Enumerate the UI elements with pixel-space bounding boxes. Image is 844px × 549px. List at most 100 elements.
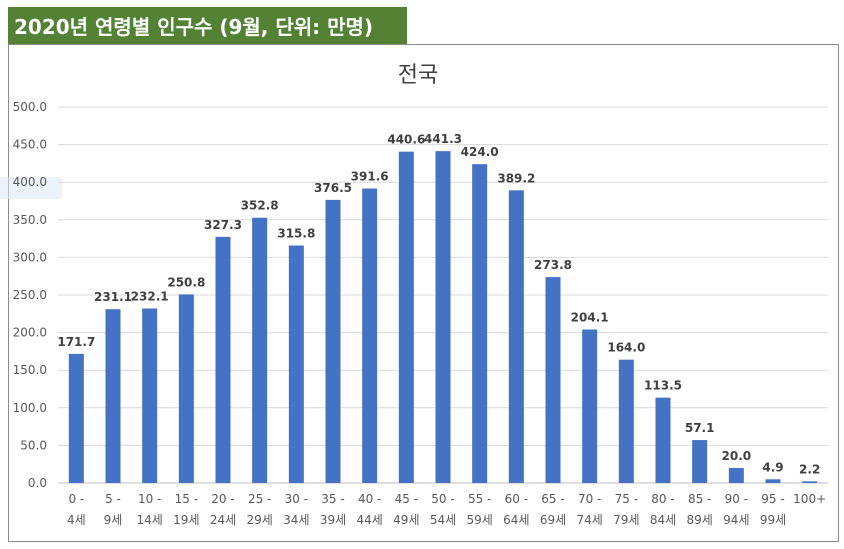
x-tick-label: 55 - xyxy=(468,492,491,506)
page-title: 2020년 연령별 인구수 (9월, 단위: 만명) xyxy=(14,15,374,39)
y-tick-label: 50.0 xyxy=(20,438,47,452)
x-tick-label: 10 - xyxy=(138,492,161,506)
bar[interactable] xyxy=(728,467,744,483)
bar[interactable] xyxy=(765,479,781,483)
bar[interactable] xyxy=(142,308,158,483)
x-tick-label: 60 - xyxy=(505,492,528,506)
x-tick-label: 4세 xyxy=(67,513,86,527)
x-tick-label: 45 - xyxy=(395,492,418,506)
data-label: 232.1 xyxy=(131,289,169,303)
y-tick-label: 450.0 xyxy=(13,138,47,152)
y-tick-label: 350.0 xyxy=(13,213,47,227)
data-label: 376.5 xyxy=(314,181,352,195)
data-label: 327.3 xyxy=(204,218,242,232)
x-tick-label: 79세 xyxy=(613,513,639,527)
x-tick-label: 94세 xyxy=(723,513,749,527)
data-label: 424.0 xyxy=(461,145,499,159)
y-tick-label: 150.0 xyxy=(13,363,47,377)
bar[interactable] xyxy=(362,188,378,484)
bar[interactable] xyxy=(252,217,268,483)
y-tick-label: 250.0 xyxy=(13,288,47,302)
page-header: 2020년 연령별 인구수 (9월, 단위: 만명) xyxy=(8,7,407,44)
data-label: 113.5 xyxy=(644,379,682,393)
bar[interactable] xyxy=(325,199,341,483)
y-tick-label: 0.0 xyxy=(28,476,47,490)
data-label: 315.8 xyxy=(277,227,315,241)
data-label: 204.1 xyxy=(571,311,609,325)
x-tick-label: 0 - xyxy=(68,492,84,506)
data-label: 250.8 xyxy=(167,275,205,289)
data-label: 352.8 xyxy=(241,199,279,213)
bar[interactable] xyxy=(215,236,231,483)
bar[interactable] xyxy=(435,151,451,483)
selection-highlight xyxy=(0,177,62,199)
bar[interactable] xyxy=(655,397,671,483)
bar[interactable] xyxy=(508,190,524,483)
y-tick-label: 500.0 xyxy=(13,100,47,114)
x-tick-label: 59세 xyxy=(467,513,493,527)
data-label: 164.0 xyxy=(607,341,645,355)
x-tick-label: 64세 xyxy=(503,513,529,527)
data-label: 389.2 xyxy=(497,171,535,185)
x-tick-label: 34세 xyxy=(283,513,309,527)
x-tick-label: 80 - xyxy=(651,492,674,506)
y-tick-label: 400.0 xyxy=(13,175,47,189)
bars xyxy=(68,151,818,484)
x-tick-label: 89세 xyxy=(687,513,713,527)
bar[interactable] xyxy=(398,151,414,483)
x-tick-label: 49세 xyxy=(393,513,419,527)
x-tick-label: 100+ xyxy=(793,492,826,506)
x-tick-label: 50 - xyxy=(431,492,454,506)
x-tick-label: 65 - xyxy=(541,492,564,506)
x-tick-label: 20 - xyxy=(211,492,234,506)
x-tick-label: 69세 xyxy=(540,513,566,527)
x-tick-label: 25 - xyxy=(248,492,271,506)
bar[interactable] xyxy=(68,353,84,483)
x-tick-label: 95 - xyxy=(761,492,784,506)
x-tick-label: 40 - xyxy=(358,492,381,506)
x-tick-label: 24세 xyxy=(210,513,236,527)
data-label: 441.3 xyxy=(424,132,462,146)
x-tick-label: 90 - xyxy=(725,492,748,506)
x-tick-label: 74세 xyxy=(577,513,603,527)
bar[interactable] xyxy=(582,329,598,483)
y-tick-label: 100.0 xyxy=(13,401,47,415)
x-tick-label: 54세 xyxy=(430,513,456,527)
x-tick-label: 99세 xyxy=(760,513,786,527)
x-tick-label: 35 - xyxy=(321,492,344,506)
data-label: 273.8 xyxy=(534,258,572,272)
bar[interactable] xyxy=(105,309,121,483)
x-tick-label: 85 - xyxy=(688,492,711,506)
bar[interactable] xyxy=(545,277,561,483)
data-label: 57.1 xyxy=(685,421,715,435)
y-tick-label: 300.0 xyxy=(13,250,47,264)
x-tick-label: 70 - xyxy=(578,492,601,506)
bar[interactable] xyxy=(472,164,488,484)
bar[interactable] xyxy=(178,294,194,483)
data-label: 4.9 xyxy=(762,460,783,474)
bar[interactable] xyxy=(618,359,634,483)
data-label: 231.1 xyxy=(94,290,132,304)
x-tick-label: 75 - xyxy=(615,492,638,506)
x-tick-label: 44세 xyxy=(357,513,383,527)
data-label: 391.6 xyxy=(351,170,389,184)
data-label: 171.7 xyxy=(57,335,95,349)
x-tick-label: 84세 xyxy=(650,513,676,527)
data-label: 2.2 xyxy=(799,462,820,476)
chart-title: 전국 xyxy=(398,63,438,88)
bar[interactable] xyxy=(288,245,304,483)
y-tick-label: 200.0 xyxy=(13,326,47,340)
bar[interactable] xyxy=(802,481,818,483)
x-tick-label: 5 - xyxy=(105,492,121,506)
x-tick-label: 30 - xyxy=(285,492,308,506)
x-tick-label: 19세 xyxy=(173,513,199,527)
x-tick-label: 29세 xyxy=(247,513,273,527)
x-axis: 0 - 4세 5 - 9세 10 - 14세 15 - 19세 20 - 24세 25 - 29세 30… xyxy=(67,492,826,527)
x-tick-label: 9세 xyxy=(104,513,123,527)
x-tick-label: 15 - xyxy=(175,492,198,506)
bar[interactable] xyxy=(692,440,708,483)
y-axis: 0.0 50.0 100.0 150.0 200.0 250.0 300.0 350.0 400… xyxy=(13,100,47,490)
data-label: 20.0 xyxy=(722,449,752,463)
data-label: 440.6 xyxy=(387,133,425,147)
